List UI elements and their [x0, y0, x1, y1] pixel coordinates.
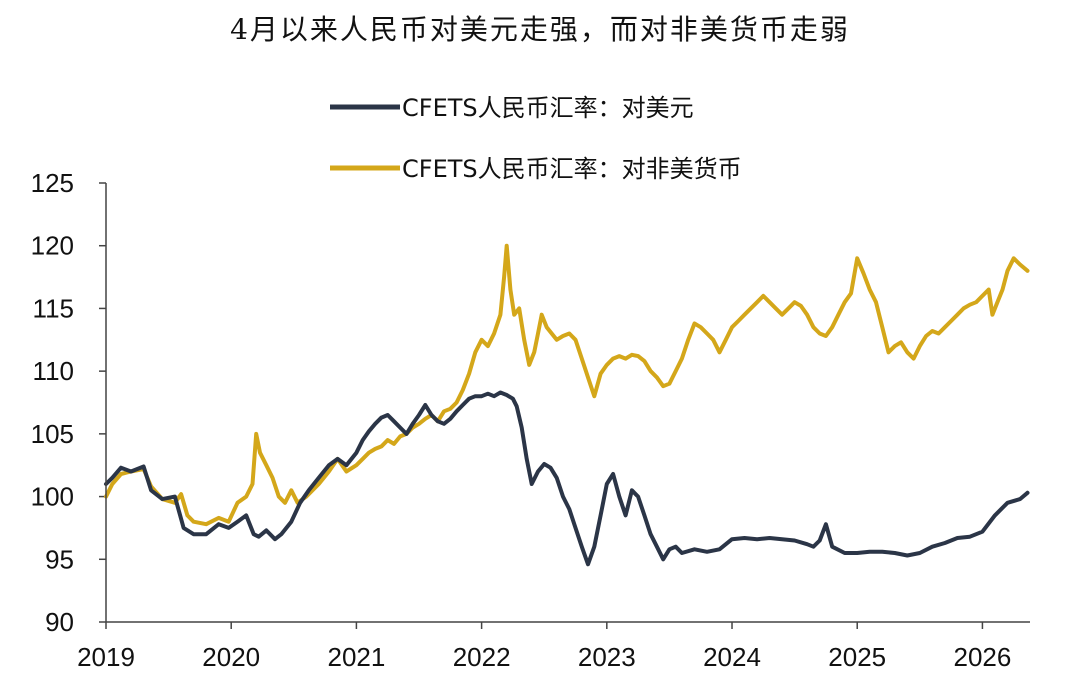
- x-tick-label: 2020: [202, 642, 260, 672]
- series-line-usd: [104, 390, 1030, 567]
- x-tick-label: 2024: [703, 642, 761, 672]
- y-tick-label: 105: [31, 419, 74, 449]
- x-tick-label: 2022: [453, 642, 511, 672]
- y-axis-ticks: 90 95 100 105 110 115 120 125: [31, 168, 106, 637]
- x-tick-label: 2026: [954, 642, 1012, 672]
- y-tick-label: 120: [31, 231, 74, 261]
- y-tick-label: 110: [33, 356, 74, 386]
- chart-title: 4月以来人民币对美元走强，而对非美货币走弱: [230, 13, 850, 46]
- legend: CFETS人民币汇率：对美元 CFETS人民币汇率：对非美货币: [330, 94, 742, 183]
- y-tick-label: 125: [31, 168, 74, 198]
- y-tick-label: 95: [45, 544, 74, 574]
- series-lines: [104, 243, 1030, 567]
- y-tick-label: 115: [33, 293, 74, 323]
- y-tick-label: 100: [31, 482, 74, 512]
- x-tick-label: 2019: [77, 642, 135, 672]
- y-tick-label: 90: [45, 607, 74, 637]
- x-tick-label: 2021: [327, 642, 385, 672]
- x-tick-label: 2025: [828, 642, 886, 672]
- x-tick-label: 2023: [578, 642, 636, 672]
- series-line-non-usd: [104, 243, 1030, 527]
- legend-label-non-usd: CFETS人民币汇率：对非美货币: [402, 155, 742, 183]
- legend-label-usd: CFETS人民币汇率：对美元: [402, 94, 694, 122]
- x-axis-ticks: 2019 2020 2021 2022 2023 2024 2025 2026: [77, 622, 1011, 672]
